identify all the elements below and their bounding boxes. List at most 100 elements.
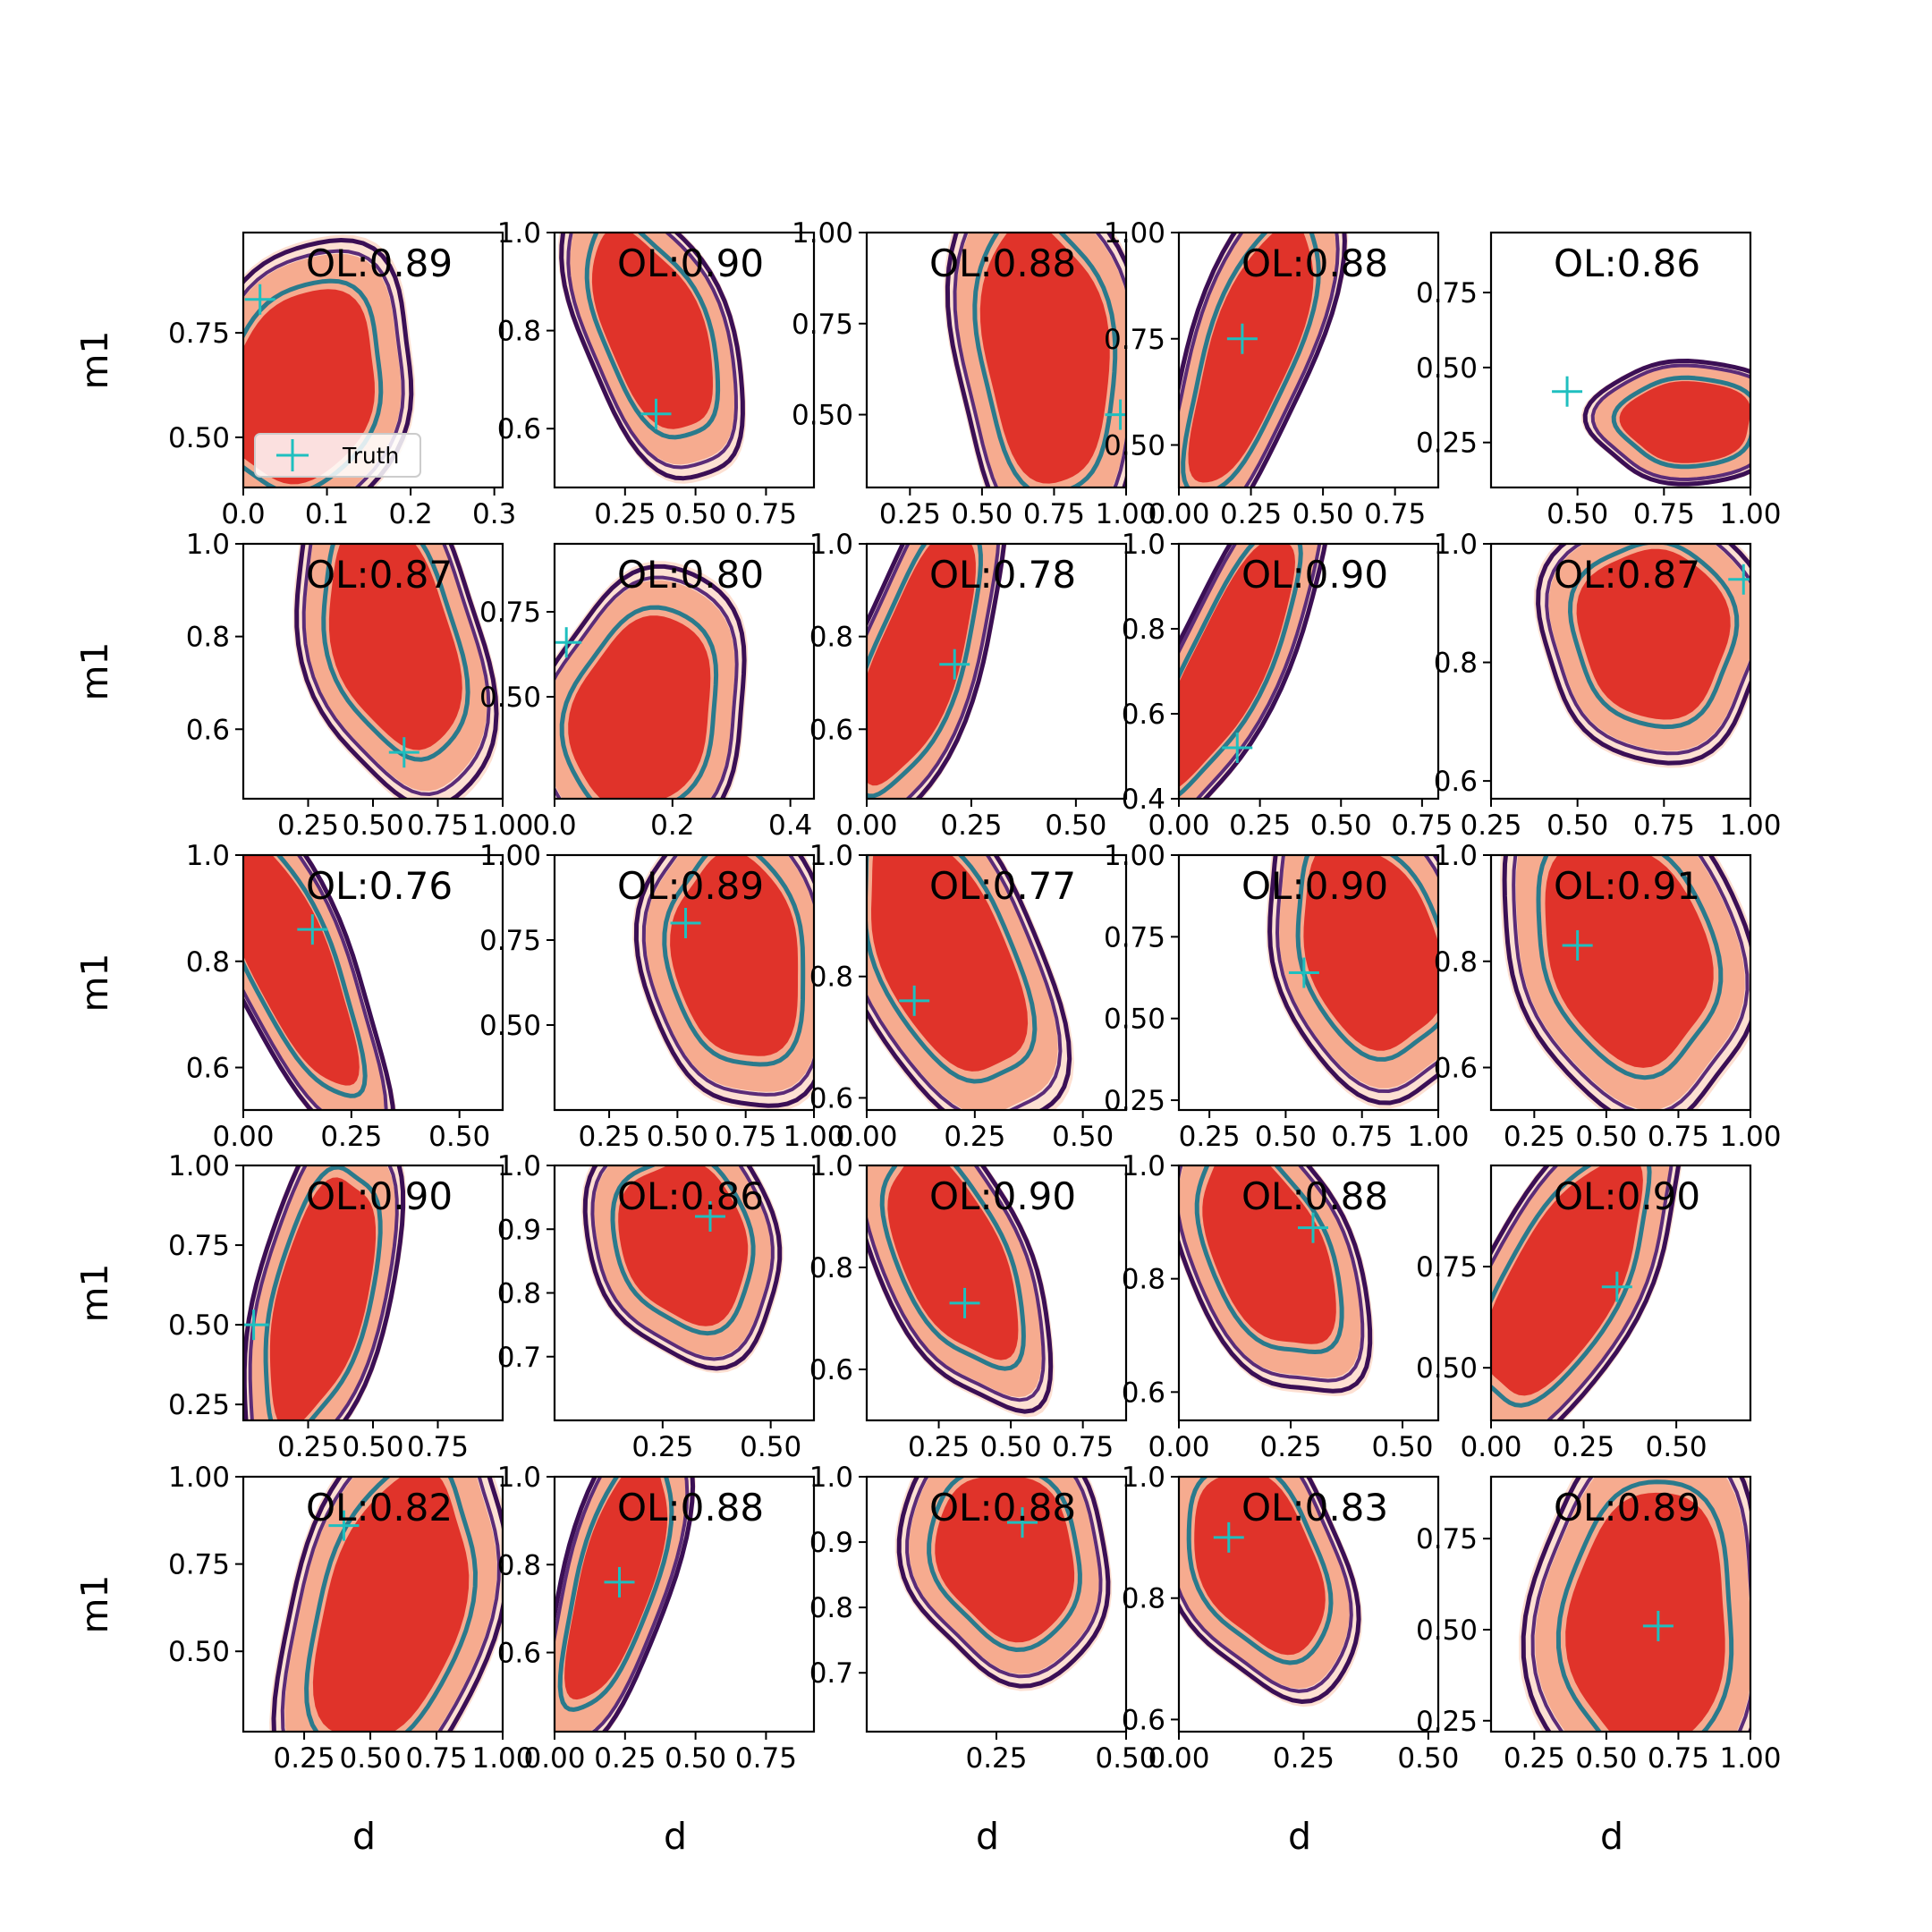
- axes-frame: [865, 1164, 1128, 1422]
- axes-frame: [865, 853, 1128, 1112]
- subplot-5-3: 0.25 0.50 0.7 0.8 0.9 1.0 OL:0.88 d: [809, 1462, 1157, 1858]
- contour-outer: [1179, 233, 1347, 487]
- x-tick-label: 1.00: [1095, 498, 1157, 530]
- subplot-2-1: 0.25 0.50 0.75 1.00 0.6 0.8 1.0 OL:0.87 m1: [73, 529, 534, 842]
- x-tick-label: 0.50: [1292, 498, 1354, 530]
- overlap-label: OL:0.87: [306, 553, 453, 597]
- y-tick-label: 0.8: [186, 946, 230, 979]
- x-tick-label: 0.50: [665, 1742, 726, 1775]
- legend: Truth: [254, 433, 421, 478]
- y-tick-label: 0.25: [168, 1389, 230, 1421]
- contour-inner: [867, 544, 983, 799]
- contour-outer: [1267, 855, 1438, 1106]
- y-tick-label: 0.8: [1122, 614, 1165, 646]
- y-axis-label: m1: [73, 641, 116, 700]
- x-tick-label: 1.00: [783, 1121, 844, 1153]
- contour-outer: [559, 233, 745, 481]
- contour-inner: [1181, 233, 1321, 487]
- contour-inner: [557, 1477, 674, 1712]
- density-fill-inner: [1188, 233, 1314, 483]
- x-tick-label: 0.75: [1391, 809, 1453, 842]
- overlap-label: OL:0.83: [1241, 1486, 1388, 1530]
- axes-frame: [1489, 542, 1752, 801]
- y-tick-label: 0.50: [168, 422, 230, 454]
- y-axis-label: m1: [73, 330, 116, 389]
- subplot-2-5: 0.25 0.50 0.75 1.00 0.6 0.8 1.0 OL:0.87: [1434, 529, 1782, 842]
- y-tick-label: 0.75: [1104, 324, 1165, 356]
- y-tick-label: 0.50: [1416, 1614, 1478, 1647]
- contour-inner: [1186, 1477, 1334, 1665]
- density-fill-inner: [591, 233, 713, 429]
- x-tick-label: 0.25: [320, 1121, 382, 1153]
- y-tick-label: 0.75: [479, 925, 541, 957]
- overlap-label: OL:0.86: [617, 1174, 764, 1218]
- density-fill-inner: [243, 855, 360, 1086]
- y-tick-label: 0.8: [809, 1592, 853, 1624]
- y-tick-label: 0.25: [1416, 1706, 1478, 1738]
- contour-outer: [867, 855, 1072, 1110]
- density-fill-inner: [328, 544, 462, 750]
- x-tick-label: 0.50: [1095, 1742, 1157, 1775]
- y-tick-label: 1.00: [792, 217, 853, 250]
- density-fill-inner: [568, 615, 711, 799]
- contour-inner: [1555, 1479, 1734, 1732]
- overlap-label: OL:0.82: [306, 1486, 453, 1530]
- y-tick-label: 1.0: [497, 1462, 541, 1494]
- overlap-label: OL:0.76: [306, 864, 453, 908]
- contour-mid: [1491, 1165, 1674, 1420]
- truth-marker: [670, 908, 701, 938]
- y-tick-label: 0.6: [186, 1053, 230, 1085]
- x-tick-label: 0.25: [879, 498, 941, 530]
- x-tick-label: 0.75: [1648, 1121, 1709, 1153]
- y-tick-label: 1.00: [1104, 840, 1165, 872]
- y-tick-label: 0.9: [809, 1527, 853, 1559]
- x-tick-label: 0.75: [1052, 1431, 1114, 1463]
- subplot-4-3: 0.25 0.50 0.75 0.6 0.8 1.0 OL:0.90: [809, 1150, 1128, 1463]
- y-tick-label: 0.6: [809, 1082, 853, 1114]
- axes-frame: [1177, 231, 1440, 489]
- x-tick-label: 0.25: [1220, 498, 1282, 530]
- y-tick-label: 1.0: [809, 840, 853, 872]
- subplot-3-3: 0.00 0.25 0.50 0.6 0.8 1.0 OL:0.77: [809, 840, 1128, 1153]
- truth-marker: [939, 648, 970, 680]
- x-tick-label: 0.75: [407, 809, 469, 842]
- y-tick-label: 0.6: [809, 714, 853, 746]
- y-tick-label: 0.8: [497, 1549, 541, 1581]
- y-tick-label: 0.50: [168, 1309, 230, 1342]
- contour-mid: [1530, 1477, 1750, 1732]
- density-fill-inner: [1303, 855, 1438, 1051]
- subplot-1-4: 0.00 0.25 0.50 0.75 0.50 0.75 1.00 OL:0.88: [1104, 217, 1440, 530]
- overlap-label: OL:0.89: [617, 864, 764, 908]
- truth-marker: [695, 1201, 725, 1232]
- x-tick-label: 0.0: [221, 498, 265, 530]
- overlap-label: OL:0.90: [1241, 864, 1388, 908]
- x-tick-label: 0.50: [980, 1431, 1042, 1463]
- x-tick-label: 0.50: [1575, 1121, 1637, 1153]
- subplot-5-5: 0.25 0.50 0.75 1.00 0.25 0.50 0.75 OL:0.89 d: [1416, 1475, 1782, 1858]
- contour-outer: [555, 564, 747, 799]
- contour-mid: [555, 575, 739, 799]
- density-fill-inner: [1194, 1477, 1326, 1656]
- density-fill-inner: [269, 1177, 377, 1420]
- axes-frame: [1177, 1164, 1440, 1422]
- x-tick-label: 0.25: [579, 1121, 640, 1153]
- density-fill-inner: [670, 855, 799, 1056]
- y-tick-label: 0.50: [479, 1010, 541, 1042]
- axes-frame: [865, 231, 1128, 489]
- y-tick-label: 1.00: [168, 1462, 230, 1494]
- x-tick-label: 0.25: [274, 1742, 335, 1775]
- contour-inner: [972, 233, 1118, 487]
- density-fill-inner: [887, 1165, 1019, 1360]
- x-tick-label: 1.00: [1719, 809, 1781, 842]
- contour-mid: [555, 1477, 690, 1732]
- overlap-label: OL:0.89: [306, 242, 453, 285]
- overlap-label: OL:0.90: [929, 1174, 1076, 1218]
- x-tick-label: 0.25: [594, 498, 656, 530]
- x-tick-label: 0.75: [1633, 809, 1695, 842]
- x-tick-label: 0.75: [1633, 498, 1695, 530]
- x-tick-label: 0.75: [735, 498, 797, 530]
- contour-inner: [1295, 855, 1438, 1062]
- x-axis-label: d: [352, 1815, 376, 1858]
